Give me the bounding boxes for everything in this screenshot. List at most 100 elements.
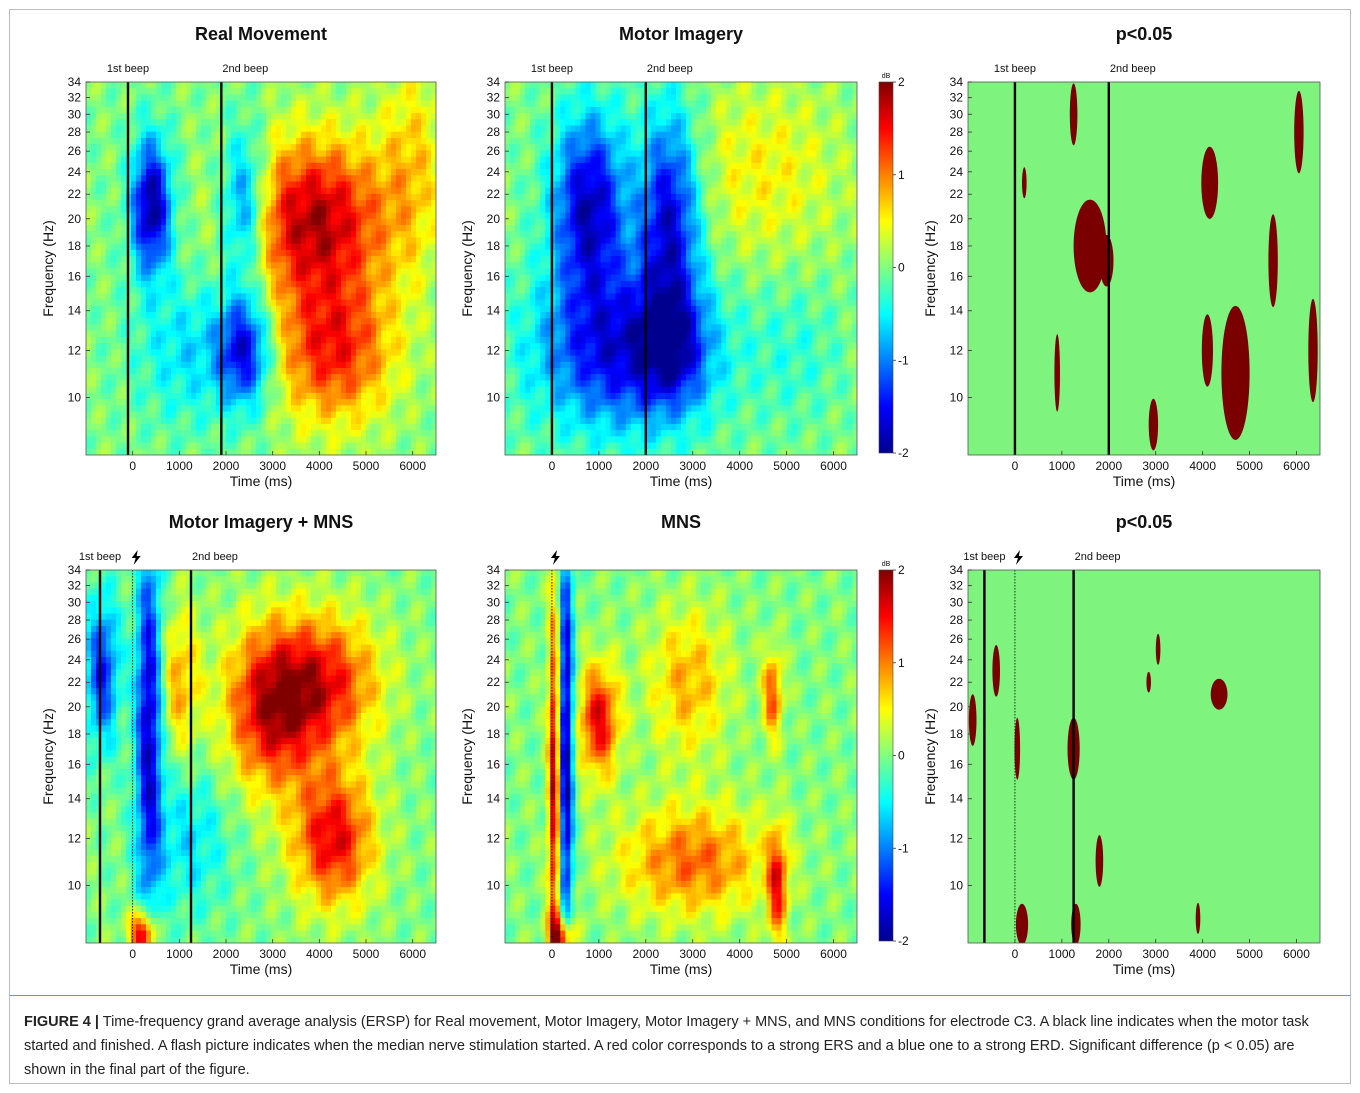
heatmap-cell bbox=[346, 243, 352, 251]
heatmap-cell bbox=[211, 430, 217, 437]
heatmap-cell bbox=[406, 187, 412, 195]
heatmap-cell bbox=[520, 280, 526, 288]
heatmap-cell bbox=[520, 349, 526, 357]
heatmap-cell bbox=[560, 200, 566, 207]
heatmap-cell bbox=[91, 249, 97, 257]
heatmap-cell bbox=[151, 392, 157, 400]
heatmap-cell bbox=[106, 131, 112, 139]
heatmap-cell bbox=[406, 280, 412, 288]
heatmap-cell bbox=[510, 392, 516, 400]
heatmap-cell bbox=[341, 324, 347, 332]
heatmap-cell bbox=[316, 94, 322, 102]
heatmap-cell bbox=[176, 88, 182, 96]
heatmap-cell bbox=[131, 330, 137, 338]
heatmap-cell bbox=[396, 181, 402, 189]
heatmap-cell bbox=[396, 94, 402, 102]
heatmap-cell bbox=[196, 125, 202, 133]
heatmap-cell bbox=[391, 119, 397, 127]
heatmap-cell bbox=[201, 361, 207, 369]
heatmap-cell bbox=[236, 349, 242, 357]
heatmap-cell bbox=[361, 218, 367, 226]
heatmap-cell bbox=[371, 417, 377, 425]
heatmap-cell bbox=[176, 193, 182, 201]
heatmap-cell bbox=[181, 218, 187, 226]
heatmap-cell bbox=[246, 218, 252, 226]
heatmap-cell bbox=[131, 181, 137, 189]
heatmap-cell bbox=[226, 423, 232, 431]
heatmap-cell bbox=[331, 262, 337, 270]
heatmap-cell bbox=[161, 206, 167, 214]
heatmap-cell bbox=[326, 131, 332, 139]
heatmap-cell bbox=[221, 224, 227, 232]
heatmap-cell bbox=[121, 274, 127, 282]
heatmap-cell bbox=[136, 150, 142, 158]
heatmap-cell bbox=[351, 287, 357, 294]
heatmap-cell bbox=[171, 330, 177, 338]
heatmap-cell bbox=[421, 361, 427, 369]
heatmap-cell bbox=[510, 156, 516, 164]
heatmap-cell bbox=[386, 262, 392, 270]
heatmap-cell bbox=[286, 380, 292, 388]
heatmap-cell bbox=[545, 349, 551, 357]
heatmap-cell bbox=[156, 448, 162, 455]
heatmap-cell bbox=[231, 249, 237, 257]
heatmap-cell bbox=[426, 330, 432, 338]
heatmap-cell bbox=[226, 405, 232, 413]
heatmap-cell bbox=[391, 448, 397, 455]
heatmap-cell bbox=[121, 224, 127, 232]
heatmap-cell bbox=[306, 181, 312, 189]
heatmap-cell bbox=[291, 386, 297, 394]
heatmap-cell bbox=[111, 355, 117, 363]
heatmap-cell bbox=[131, 336, 137, 344]
heatmap-cell bbox=[221, 150, 227, 158]
heatmap-cell bbox=[401, 82, 407, 89]
heatmap-cell bbox=[101, 448, 107, 455]
heatmap-cell bbox=[136, 349, 142, 357]
heatmap-cell bbox=[291, 119, 297, 127]
heatmap-cell bbox=[251, 405, 257, 413]
heatmap-cell bbox=[291, 305, 297, 313]
heatmap-cell bbox=[366, 94, 372, 102]
heatmap-cell bbox=[116, 231, 122, 239]
heatmap-cell bbox=[515, 262, 521, 270]
heatmap-cell bbox=[505, 399, 511, 406]
heatmap-cell bbox=[555, 187, 561, 195]
heatmap-cell bbox=[505, 405, 511, 413]
heatmap-cell bbox=[151, 349, 157, 357]
heatmap-cell bbox=[376, 361, 382, 369]
heatmap-cell bbox=[206, 193, 212, 201]
heatmap-cell bbox=[106, 237, 112, 245]
heatmap-cell bbox=[391, 243, 397, 251]
heatmap-cell bbox=[281, 436, 287, 444]
heatmap-cell bbox=[196, 94, 202, 102]
heatmap-cell bbox=[346, 361, 352, 369]
heatmap-cell bbox=[351, 150, 357, 158]
heatmap-cell bbox=[341, 436, 347, 444]
heatmap-cell bbox=[366, 212, 372, 220]
heatmap-cell bbox=[96, 330, 102, 338]
heatmap-cell bbox=[535, 94, 541, 102]
heatmap-cell bbox=[276, 131, 282, 139]
heatmap-cell bbox=[505, 256, 511, 263]
heatmap-cell bbox=[166, 162, 172, 170]
heatmap-cell bbox=[151, 200, 157, 207]
heatmap-cell bbox=[181, 324, 187, 332]
heatmap-cell bbox=[201, 256, 207, 263]
heatmap-cell bbox=[186, 436, 192, 444]
heatmap-cell bbox=[246, 299, 252, 307]
heatmap-cell bbox=[201, 343, 207, 350]
heatmap-cell bbox=[111, 94, 117, 102]
heatmap-cell bbox=[316, 125, 322, 133]
heatmap-cell bbox=[86, 361, 92, 369]
heatmap-cell bbox=[116, 380, 122, 388]
heatmap-cell bbox=[241, 150, 247, 158]
heatmap-cell bbox=[376, 405, 382, 413]
heatmap-cell bbox=[196, 193, 202, 201]
heatmap-cell bbox=[535, 312, 541, 319]
heatmap-cell bbox=[256, 249, 262, 257]
heatmap-cell bbox=[246, 399, 252, 406]
heatmap-cell bbox=[431, 287, 436, 294]
heatmap-cell bbox=[505, 367, 511, 375]
heatmap-cell bbox=[106, 262, 112, 270]
heatmap-cell bbox=[525, 330, 531, 338]
